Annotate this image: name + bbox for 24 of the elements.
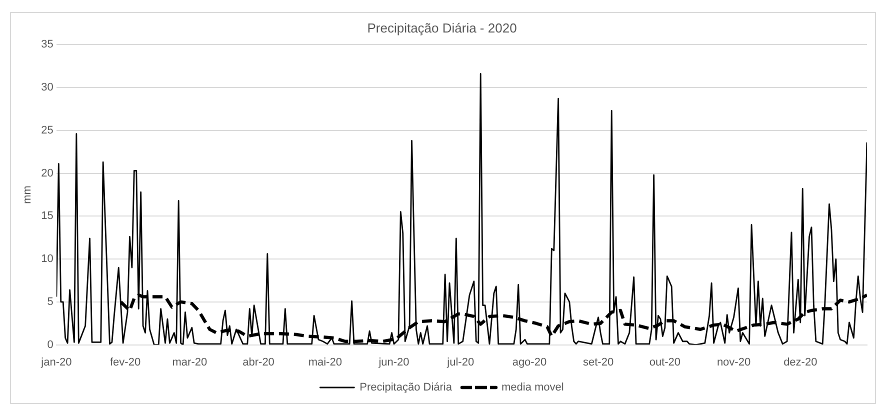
x-tick-label: jun-20 [378,356,410,368]
y-tick-label: 20 [41,167,54,180]
y-axis-title: mm [22,186,34,204]
x-tick-label: dez-20 [784,356,818,368]
y-tick-label: 35 [41,38,54,51]
x-tick-label: set-20 [583,356,614,368]
x-tick-label: ago-20 [512,356,547,368]
x-tick-label: jul-20 [446,356,474,368]
x-tick-label: mai-20 [308,356,342,368]
y-tick-label: 15 [41,210,54,222]
y-tick-label: 30 [41,82,54,94]
y-tick-label: 10 [41,253,54,266]
x-tick-label: out-20 [649,356,681,368]
x-tick-label: abr-20 [242,356,274,368]
x-tick-label: mar-20 [172,356,208,368]
y-tick-label: 5 [47,296,54,308]
y-tick-label: 0 [47,338,54,351]
y-tick-label: 25 [41,124,54,136]
x-tick-label: fev-20 [110,356,141,368]
legend-label: media movel [501,382,564,394]
chart-title: Precipitação Diária - 2020 [367,20,517,36]
legend-label: Precipitação Diária [360,382,453,394]
x-tick-label: nov-20 [716,356,751,368]
x-tick-label: jan-20 [40,356,72,368]
